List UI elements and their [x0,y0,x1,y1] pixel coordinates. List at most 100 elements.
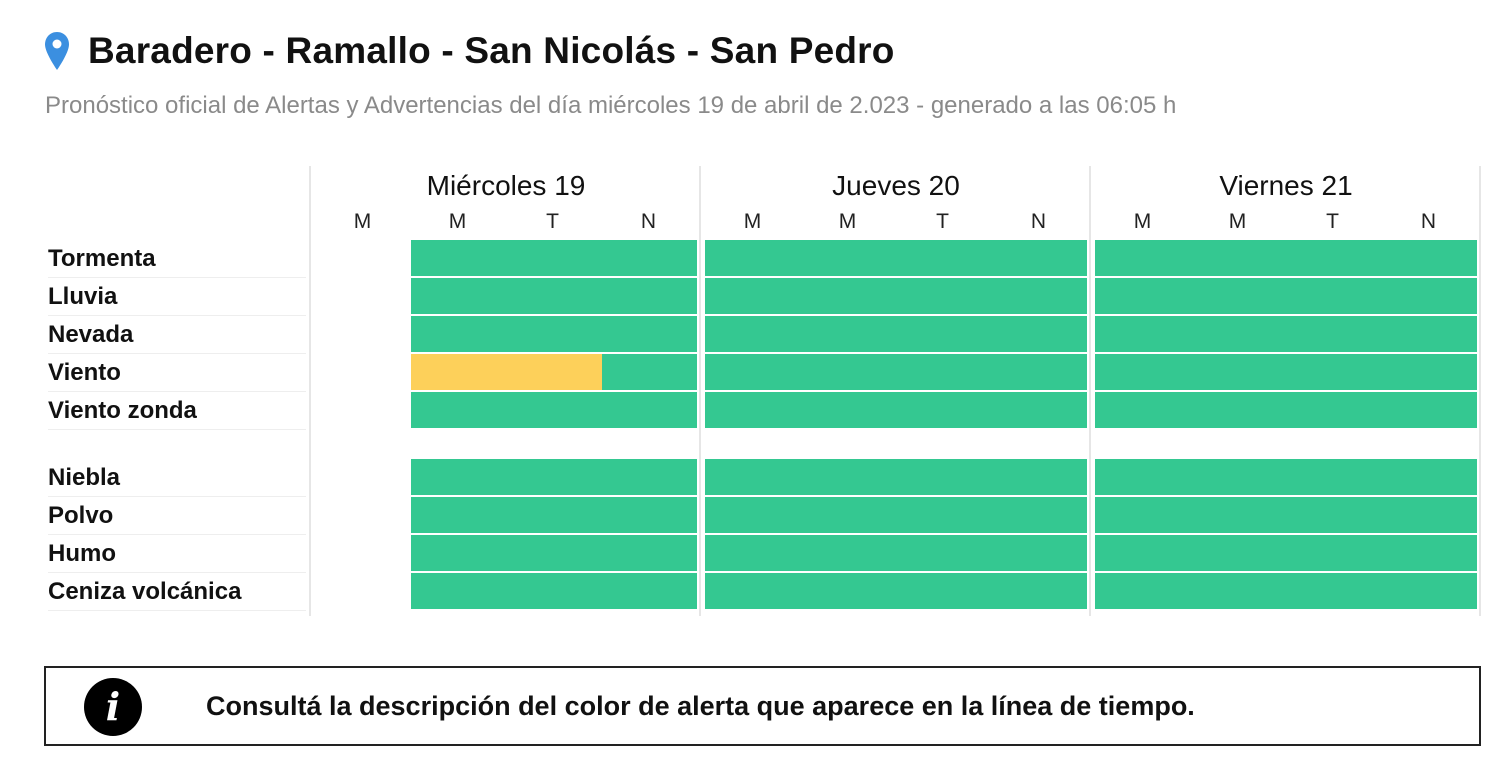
alert-cell [800,392,897,430]
alert-cell [1381,459,1477,497]
alert-cell [1190,240,1287,278]
alert-cell [896,240,993,278]
alert-cell [1190,354,1287,392]
alert-cell [1095,316,1192,354]
alert-cell [991,573,1087,611]
slot-label: N [1030,210,1047,233]
alert-cell [506,278,603,316]
info-icon: i [84,678,142,736]
alert-cell [705,497,802,535]
forecast-subtitle: Pronóstico oficial de Alertas y Adverten… [45,92,1177,119]
pin-hole [52,39,62,49]
row-label-nevada: Nevada [48,316,306,354]
slot-label: M [448,210,467,233]
divider-labels [309,166,311,616]
slot-label: T [546,210,559,233]
alert-cell [705,459,802,497]
alert-cell [601,278,697,316]
day-header-3: Viernes 21 [1219,170,1353,201]
alert-cell [705,392,802,430]
alert-cell [410,573,507,611]
alert-cell [1286,240,1383,278]
alert-cell [601,392,697,430]
alert-cell [991,497,1087,535]
info-banner: i Consultá la descripción del color de a… [44,666,1481,746]
alert-cell [1286,316,1383,354]
row-label-ceniza-volcanica: Ceniza volcánica [48,573,306,611]
alert-cell [800,535,897,573]
slot-label: N [640,210,657,233]
alert-cell [410,497,507,535]
day-header-2: Jueves 20 [832,170,960,201]
alert-cell [800,316,897,354]
alert-cell [1381,354,1477,392]
alert-cell [1286,354,1383,392]
alert-cell [896,392,993,430]
row-label-viento: Viento [48,354,306,392]
alert-cell [601,354,697,392]
alert-cell [506,316,603,354]
row-label-humo: Humo [48,535,306,573]
alert-cell [991,392,1087,430]
alert-cell [506,354,603,392]
alert-cell [601,535,697,573]
alert-cell [896,497,993,535]
alert-cell [410,240,507,278]
alert-cell [705,573,802,611]
alert-cell [800,354,897,392]
page-header: Baradero - Ramallo - San Nicolás - San P… [44,28,895,74]
alert-cell [410,535,507,573]
alert-cell [1381,316,1477,354]
alert-cell [1095,278,1192,316]
location-pin-icon [45,32,69,70]
alert-cell [1095,573,1192,611]
row-label-tormenta: Tormenta [48,240,306,278]
alert-cell [800,278,897,316]
slot-label: M [838,210,857,233]
alert-cell [705,240,802,278]
alert-cell [1286,535,1383,573]
divider-day-1 [699,166,701,616]
alert-cell [1095,497,1192,535]
alert-cell [1190,497,1287,535]
pin-shape [45,32,69,70]
divider-day-3 [1479,166,1481,616]
alert-cell [1190,316,1287,354]
alert-cell [991,459,1087,497]
alert-cell [896,316,993,354]
slot-label: T [936,210,949,233]
alert-cell [1381,240,1477,278]
alert-cell [1095,354,1192,392]
alert-cell [1095,240,1192,278]
alert-cell [601,240,697,278]
row-label-polvo: Polvo [48,497,306,535]
alert-cell [1286,392,1383,430]
slot-label: M [1228,210,1247,233]
alert-cell [896,535,993,573]
alert-cell [410,354,507,392]
alert-cell [1286,459,1383,497]
alert-cell [800,459,897,497]
alert-cell [1095,535,1192,573]
divider-day-2 [1089,166,1091,616]
alert-cell [705,354,802,392]
alert-cell [991,240,1087,278]
alert-cell [991,316,1087,354]
info-text[interactable]: Consultá la descripción del color de ale… [206,691,1195,721]
alert-cell [410,278,507,316]
alert-cell [410,392,507,430]
alert-cell [506,497,603,535]
row-label-lluvia: Lluvia [48,278,306,316]
page-title: Baradero - Ramallo - San Nicolás - San P… [88,30,895,71]
alert-cell [800,240,897,278]
alert-cell [1095,392,1192,430]
alert-cell [800,573,897,611]
alert-cell [1381,535,1477,573]
alert-cell [506,459,603,497]
alert-cell [1190,573,1287,611]
alert-cell [705,316,802,354]
alert-cell [800,497,897,535]
alert-cell [1381,573,1477,611]
alert-cell [705,278,802,316]
alert-cell [896,459,993,497]
